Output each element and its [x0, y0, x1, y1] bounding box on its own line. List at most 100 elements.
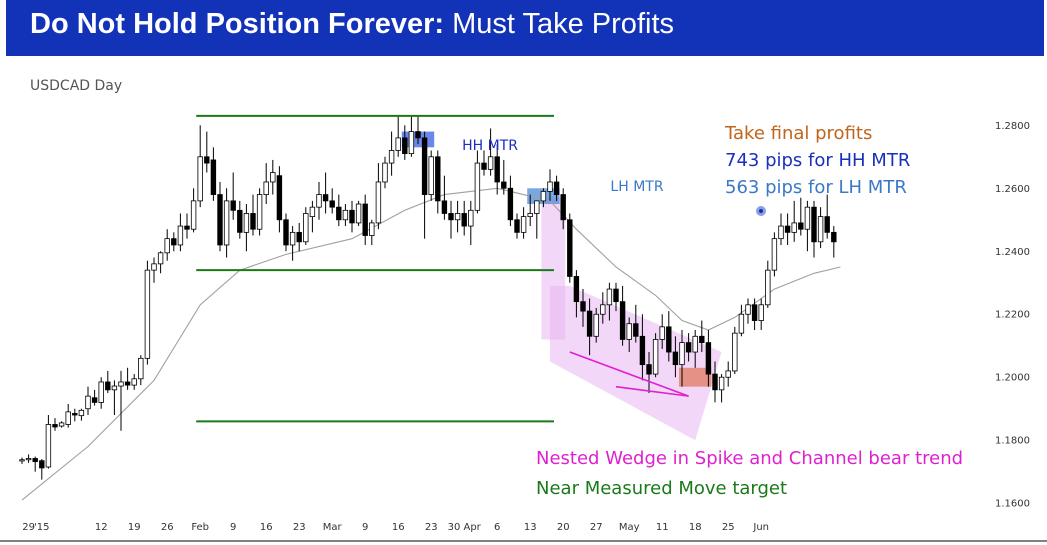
candle: [481, 150, 487, 176]
candle-body: [626, 323, 632, 340]
candle: [580, 289, 586, 327]
candle-body: [824, 216, 830, 233]
candle: [243, 204, 250, 252]
candle: [553, 175, 560, 201]
candle: [791, 200, 797, 242]
candle-body: [745, 304, 751, 315]
candle: [751, 298, 758, 330]
candle-body: [547, 181, 553, 192]
candle: [184, 213, 190, 239]
candlestick-chart: USDCAD Day 1.1600 1.1800 1.2000 1.2200 1.240…: [0, 78, 1047, 542]
candle: [382, 156, 388, 189]
x-tick-label: 9: [362, 522, 368, 533]
symbol-label: USDCAD Day: [30, 78, 122, 94]
candle-body: [613, 288, 619, 303]
candle-body: [600, 304, 606, 315]
candle-body: [685, 342, 692, 353]
candle: [197, 125, 203, 208]
candle-body: [329, 200, 335, 208]
candle: [91, 389, 98, 406]
candle: [210, 147, 217, 201]
candle-body: [217, 194, 223, 246]
x-tick-label: 18: [689, 522, 702, 533]
candle: [474, 150, 481, 214]
candle-body: [289, 231, 296, 246]
candle-body: [732, 332, 738, 372]
candle: [19, 457, 25, 464]
candle: [171, 232, 177, 252]
candle-body: [151, 263, 157, 271]
candle-body: [527, 213, 533, 218]
candle-body: [514, 219, 520, 233]
candle-body: [78, 409, 85, 417]
candle: [58, 421, 65, 428]
candle-body: [798, 222, 804, 230]
candle: [672, 336, 679, 378]
x-tick-label: 12: [95, 522, 108, 533]
candle-body: [19, 459, 25, 462]
candle: [25, 454, 32, 463]
y-tick-label: 1.2400: [995, 247, 1030, 258]
candle-body: [118, 381, 124, 387]
candle-body: [171, 238, 177, 246]
candle: [606, 282, 613, 321]
y-tick-label: 1.2200: [995, 310, 1030, 321]
candle: [65, 404, 71, 428]
x-tick-label: 29: [22, 522, 35, 533]
candle: [738, 304, 745, 337]
x-tick-label: 16: [260, 522, 273, 533]
candle: [362, 194, 368, 245]
candle-body: [817, 216, 824, 243]
candle: [296, 222, 302, 252]
candle-body: [811, 206, 817, 243]
candle: [778, 213, 784, 245]
candle: [745, 298, 751, 324]
candle: [204, 131, 210, 173]
candle: [646, 352, 652, 393]
candle-body: [540, 191, 547, 202]
candle-body: [382, 162, 388, 183]
candle-body: [309, 206, 316, 218]
candle: [72, 408, 78, 422]
x-tick-label: 27: [590, 522, 603, 533]
candles: [19, 115, 837, 480]
candle-body: [322, 194, 329, 202]
x-tick-label: 6: [494, 522, 500, 533]
x-tick-label: 25: [722, 522, 735, 533]
candle: [626, 317, 632, 353]
candle-body: [415, 131, 421, 139]
candle-body: [197, 156, 203, 202]
candle: [507, 175, 514, 227]
overlay-front: [196, 114, 689, 423]
candle: [547, 169, 553, 201]
candle-body: [646, 364, 652, 375]
target-label: Near Measured Move target: [536, 478, 787, 499]
candle: [428, 150, 434, 201]
candle-body: [692, 335, 698, 353]
candle-body: [124, 381, 131, 386]
candle-body: [65, 411, 71, 425]
candle-body: [804, 206, 811, 230]
candle-body: [276, 175, 283, 221]
candle: [336, 194, 342, 227]
candle-body: [501, 181, 507, 189]
wedge-line-0: [569, 351, 689, 397]
candle-body: [461, 213, 467, 227]
candle: [223, 188, 230, 258]
candle: [705, 329, 712, 387]
candle: [237, 200, 243, 239]
pips-lh-label: 563 pips for LH MTR: [725, 177, 907, 198]
candle-body: [659, 326, 665, 340]
x-tick-label: 26: [161, 522, 174, 533]
candle-body: [791, 222, 797, 233]
moving-average: [21, 187, 841, 501]
candle-body: [567, 219, 573, 277]
candle: [593, 307, 599, 343]
candle: [303, 207, 309, 245]
candle: [263, 163, 269, 205]
candle: [421, 131, 428, 239]
candle-body: [395, 137, 401, 151]
candle: [448, 200, 454, 239]
candle-body: [303, 213, 309, 243]
candle: [32, 456, 38, 472]
